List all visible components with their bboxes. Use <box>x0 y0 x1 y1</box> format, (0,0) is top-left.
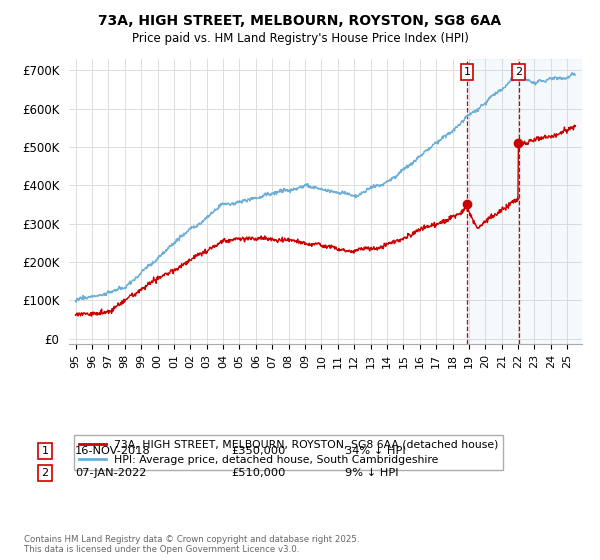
Text: Price paid vs. HM Land Registry's House Price Index (HPI): Price paid vs. HM Land Registry's House … <box>131 32 469 45</box>
Text: £350,000: £350,000 <box>231 446 286 456</box>
Bar <box>467 59 582 344</box>
Text: £510,000: £510,000 <box>231 468 286 478</box>
Text: 07-JAN-2022: 07-JAN-2022 <box>75 468 146 478</box>
Legend: 73A, HIGH STREET, MELBOURN, ROYSTON, SG8 6AA (detached house), HPI: Average pric: 73A, HIGH STREET, MELBOURN, ROYSTON, SG8… <box>74 436 503 470</box>
Text: 73A, HIGH STREET, MELBOURN, ROYSTON, SG8 6AA: 73A, HIGH STREET, MELBOURN, ROYSTON, SG8… <box>98 14 502 28</box>
Text: 16-NOV-2018: 16-NOV-2018 <box>75 446 151 456</box>
Text: Contains HM Land Registry data © Crown copyright and database right 2025.
This d: Contains HM Land Registry data © Crown c… <box>24 535 359 554</box>
Text: 2: 2 <box>41 468 49 478</box>
Text: 2: 2 <box>515 67 522 77</box>
Text: 34% ↓ HPI: 34% ↓ HPI <box>345 446 406 456</box>
Text: 1: 1 <box>41 446 49 456</box>
Text: 9% ↓ HPI: 9% ↓ HPI <box>345 468 398 478</box>
Text: 1: 1 <box>463 67 470 77</box>
